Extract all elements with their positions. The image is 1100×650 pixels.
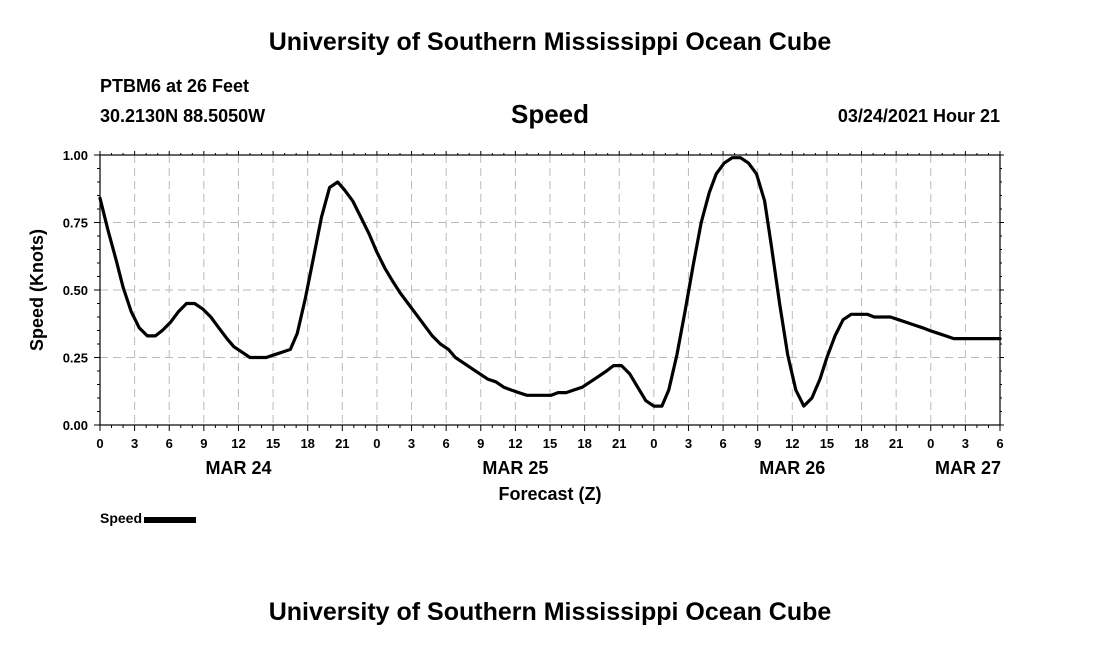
y-tick-label: 0.00 <box>63 418 88 433</box>
y-tick-label: 0.25 <box>63 351 88 366</box>
y-tick-label: 0.75 <box>63 216 88 231</box>
x-date-label: MAR 25 <box>482 458 548 478</box>
x-date-label: MAR 27 <box>935 458 1001 478</box>
x-tick-label: 15 <box>543 436 557 451</box>
x-tick-label: 18 <box>300 436 314 451</box>
x-tick-label: 3 <box>408 436 415 451</box>
x-tick-label: 18 <box>854 436 868 451</box>
chart-main-title: University of Southern Mississippi Ocean… <box>268 28 832 56</box>
x-date-label: MAR 26 <box>759 458 825 478</box>
x-tick-label: 15 <box>266 436 280 451</box>
station-label: PTBM6 at 26 Feet <box>100 76 250 96</box>
y-axis-title: Speed (Knots) <box>27 229 47 351</box>
legend: Speed <box>100 510 197 526</box>
x-tick-label: 12 <box>231 436 245 451</box>
forecast-datetime: 03/24/2021 Hour 21 <box>837 106 1000 126</box>
x-tick-label: 18 <box>577 436 591 451</box>
y-tick-label: 1.00 <box>63 148 88 163</box>
x-tick-label: 21 <box>889 436 903 451</box>
x-tick-label: 3 <box>685 436 692 451</box>
x-tick-label: 9 <box>477 436 484 451</box>
series-line-speed <box>98 156 1002 408</box>
x-tick-label: 15 <box>820 436 834 451</box>
x-tick-label: 0 <box>96 436 103 451</box>
x-tick-label: 21 <box>335 436 349 451</box>
x-tick-label: 3 <box>962 436 969 451</box>
x-tick-label: 6 <box>996 436 1003 451</box>
x-axis-title: Forecast (Z) <box>498 484 601 504</box>
x-tick-label: 0 <box>373 436 380 451</box>
footer-title: University of Southern Mississippi Ocean… <box>268 598 832 626</box>
x-tick-label: 6 <box>166 436 173 451</box>
x-tick-label: 6 <box>443 436 450 451</box>
x-date-label: MAR 24 <box>205 458 271 478</box>
variable-title: Speed <box>510 99 590 129</box>
x-tick-label: 3 <box>131 436 138 451</box>
legend-label: Speed <box>100 510 143 526</box>
x-tick-label: 12 <box>508 436 522 451</box>
x-tick-label: 9 <box>200 436 207 451</box>
x-tick-label: 0 <box>650 436 657 451</box>
x-tick-label: 0 <box>927 436 934 451</box>
x-tick-label: 6 <box>719 436 726 451</box>
x-tick-label: 21 <box>612 436 626 451</box>
x-tick-label: 12 <box>785 436 799 451</box>
legend-swatch <box>144 517 197 523</box>
coordinates-label: 30.2130N 88.5050W <box>100 106 266 126</box>
x-tick-label: 9 <box>754 436 761 451</box>
y-tick-label: 0.50 <box>63 283 88 298</box>
